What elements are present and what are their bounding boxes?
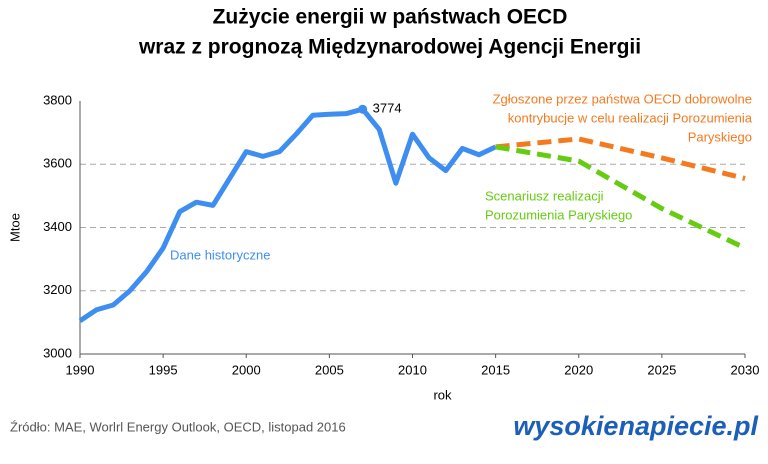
- x-axis-label: rok: [433, 387, 452, 402]
- logo: wysokienapiecie.pl: [513, 411, 758, 441]
- series-label: kontrybucje w celu realizacji Porozumien…: [508, 110, 753, 125]
- x-tick-label: 2010: [398, 362, 427, 377]
- y-tick-label: 3600: [43, 156, 72, 171]
- series-line: [495, 144, 747, 251]
- peak-marker: [358, 104, 368, 114]
- x-tick-label: 1995: [149, 362, 178, 377]
- y-axis-label: Mtoe: [7, 213, 22, 242]
- x-tick-label: 2020: [564, 362, 593, 377]
- peak-label: 3774: [373, 101, 402, 116]
- series-line: [78, 106, 497, 323]
- y-tick-label: 3400: [43, 219, 72, 234]
- x-tick-label: 2005: [315, 362, 344, 377]
- y-tick-label: 3800: [43, 92, 72, 107]
- y-tick-label: 3000: [43, 345, 72, 360]
- series-label: Porozumienia Paryskiego: [485, 207, 632, 222]
- chart-title: wraz z prognozą Międzynarodowej Agencji …: [138, 36, 641, 59]
- series-line: [495, 136, 746, 181]
- chart-title: Zużycie energii w państwach OECD: [213, 6, 568, 29]
- series-label: Dane historyczne: [170, 247, 270, 262]
- x-tick-label: 2025: [647, 362, 676, 377]
- x-tick-label: 1990: [66, 362, 95, 377]
- x-tick-label: 2030: [731, 362, 760, 377]
- y-tick-label: 3200: [43, 282, 72, 297]
- x-tick-label: 2015: [481, 362, 510, 377]
- source: Źródło: MAE, Worlrl Energy Outlook, OECD…: [10, 419, 346, 434]
- x-tick-label: 2000: [232, 362, 261, 377]
- series-label: Paryskiego: [688, 129, 752, 144]
- series-label: Zgłoszone przez państwa OECD dobrowolne: [493, 91, 752, 106]
- series-label: Scenariusz realizacji: [485, 188, 604, 203]
